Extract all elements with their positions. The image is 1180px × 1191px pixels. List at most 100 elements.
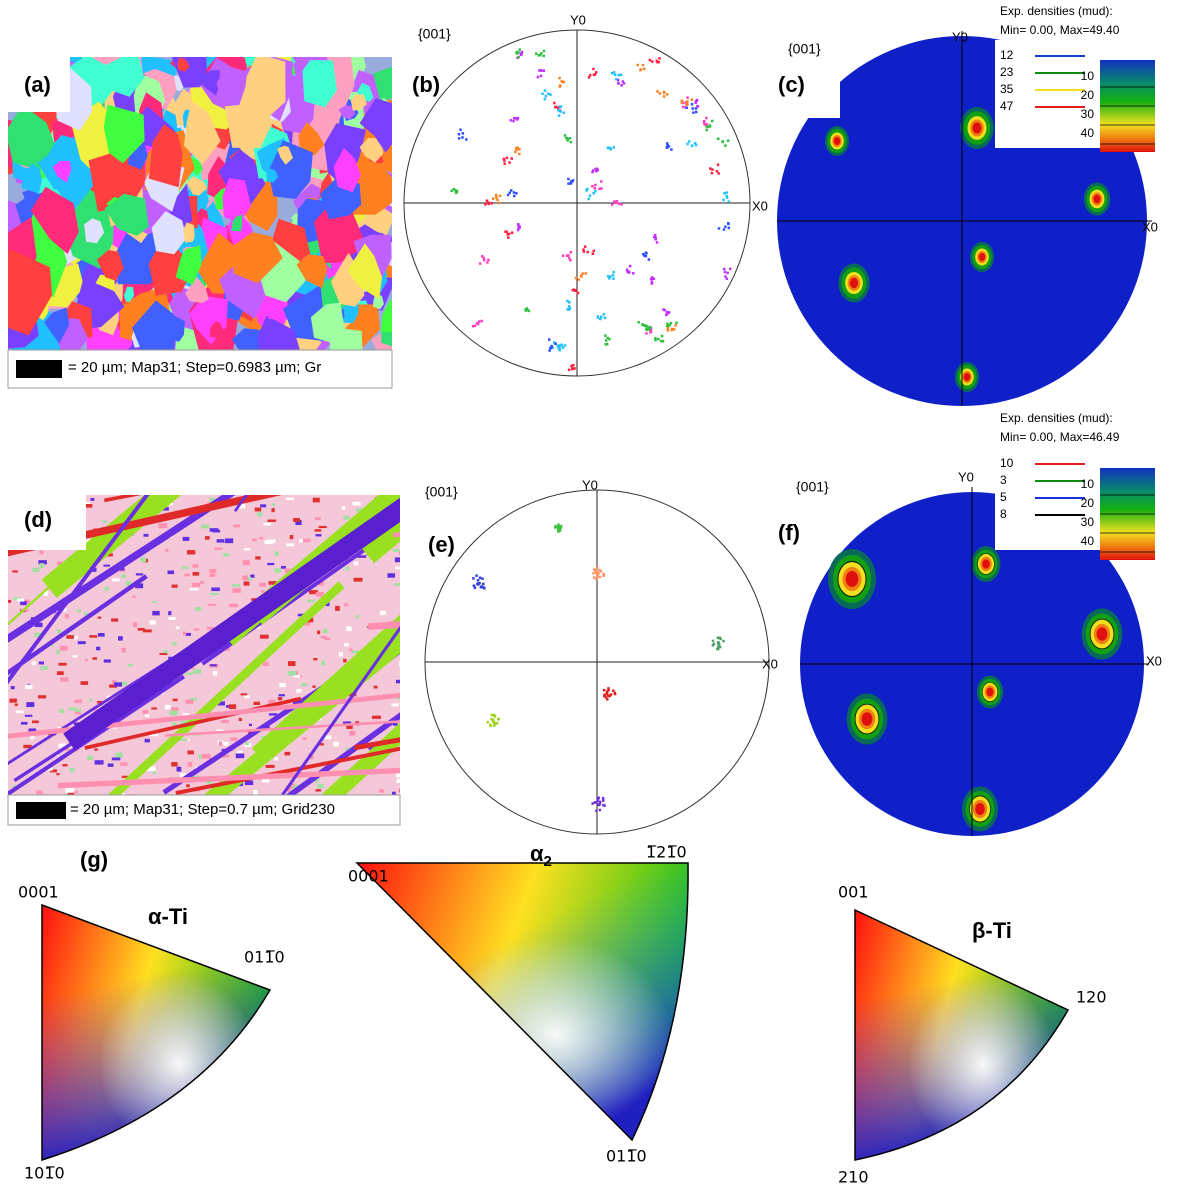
pixel xyxy=(278,697,282,700)
pole-point xyxy=(569,137,572,140)
pole-point xyxy=(607,275,610,278)
pole-point xyxy=(561,344,564,347)
pixel xyxy=(78,641,86,644)
pole-point xyxy=(461,136,464,139)
pole-point xyxy=(557,529,560,532)
pole-point xyxy=(511,231,513,234)
pole-point xyxy=(691,144,694,147)
pole-point xyxy=(682,106,685,109)
pole-point xyxy=(585,189,588,192)
pole-point xyxy=(507,194,510,197)
pole-point xyxy=(595,809,598,812)
legend-label: 12 xyxy=(1000,48,1014,62)
pole-point xyxy=(492,197,495,200)
pixel xyxy=(81,681,89,685)
pole-point xyxy=(629,265,632,268)
pixel xyxy=(346,626,351,631)
pole-point xyxy=(598,804,601,807)
pole-point xyxy=(602,799,605,802)
pole-point xyxy=(594,190,597,193)
pole-point xyxy=(589,194,592,197)
pixel xyxy=(32,661,36,665)
pole-point xyxy=(711,120,714,123)
pole-point xyxy=(716,170,719,173)
pixel xyxy=(252,539,257,542)
pixel xyxy=(105,587,109,591)
pixel xyxy=(400,526,407,528)
panel-label: (f) xyxy=(778,520,800,545)
pole-point xyxy=(568,308,571,311)
pole-point xyxy=(510,119,512,122)
pole-point xyxy=(496,199,499,202)
pole-point xyxy=(642,253,645,256)
pole-point xyxy=(600,570,603,573)
pixel xyxy=(217,539,225,542)
pole-point xyxy=(582,248,585,251)
pole-point xyxy=(595,578,598,581)
pixel xyxy=(165,705,171,710)
pixel xyxy=(102,520,107,523)
pole-point xyxy=(688,140,691,143)
pixel xyxy=(267,540,275,544)
pixel xyxy=(186,673,193,675)
pixel xyxy=(115,753,123,758)
pole-point xyxy=(560,105,563,108)
pixel xyxy=(150,620,156,624)
pixel xyxy=(26,702,34,707)
pole-point xyxy=(474,324,477,327)
key-title: β-Ti xyxy=(972,918,1012,943)
pole-point xyxy=(637,321,640,324)
pole-point xyxy=(607,147,610,150)
pixel xyxy=(15,704,18,707)
pole-point xyxy=(577,292,580,295)
pixel xyxy=(77,609,81,612)
pole-point xyxy=(599,318,602,321)
pixel xyxy=(271,508,274,512)
pole-point xyxy=(549,93,552,96)
pixel xyxy=(205,536,210,540)
colorbar-tick: 30 xyxy=(1081,515,1095,529)
pole-point xyxy=(592,68,595,71)
pixel xyxy=(245,742,249,745)
pole-point xyxy=(479,262,482,265)
pole-point xyxy=(554,106,557,109)
pole-point xyxy=(654,234,657,237)
pixel xyxy=(8,600,11,603)
pixel xyxy=(343,659,346,663)
pole-point xyxy=(612,274,615,277)
pole-point xyxy=(580,275,583,278)
pole-point xyxy=(711,168,714,171)
pixel xyxy=(259,583,266,587)
axis-label: X0 xyxy=(1146,653,1162,668)
pole-point xyxy=(498,202,501,205)
pole-point xyxy=(598,188,601,191)
pixel xyxy=(89,699,92,702)
pole-point xyxy=(695,111,698,114)
pole-point xyxy=(518,48,521,51)
pixel xyxy=(279,683,285,687)
pixel xyxy=(323,629,328,633)
pixel xyxy=(168,617,175,620)
pole-point xyxy=(541,93,544,96)
pixel xyxy=(75,712,81,715)
pole-point xyxy=(603,689,606,692)
pole-point xyxy=(605,339,608,342)
pole-point xyxy=(604,334,607,337)
scale-bar-text: = 20 µm; Map31; Step=0.6983 µm; Gr xyxy=(68,359,321,376)
pole-point xyxy=(640,68,643,71)
lath xyxy=(368,600,721,630)
pole-point xyxy=(663,95,666,98)
pole-point xyxy=(718,636,721,639)
pole-point xyxy=(566,255,569,258)
pole-point xyxy=(553,102,556,105)
pole-point xyxy=(599,576,602,579)
pixel xyxy=(209,569,216,573)
pole-point xyxy=(588,76,591,79)
pixel xyxy=(59,709,63,713)
pixel xyxy=(138,628,145,631)
density-spot xyxy=(862,712,873,726)
projection-label: {001} xyxy=(425,484,458,500)
pole-point xyxy=(603,313,606,316)
pole-point xyxy=(661,335,664,338)
pole-point xyxy=(613,146,616,149)
